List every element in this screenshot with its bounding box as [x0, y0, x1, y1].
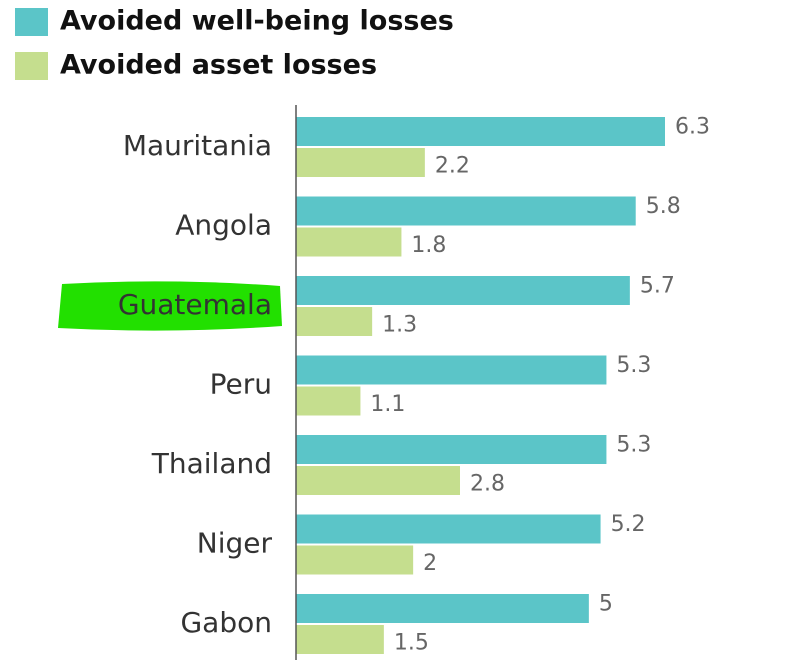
bar — [296, 307, 373, 336]
highlight — [58, 281, 282, 331]
bar — [296, 386, 361, 416]
value-label: 6.3 — [675, 115, 710, 140]
bar — [296, 117, 665, 146]
bar — [296, 227, 402, 257]
value-label: 5 — [599, 592, 613, 617]
value-label: 1.1 — [370, 392, 405, 417]
bar — [296, 594, 589, 623]
bar — [296, 466, 460, 495]
bar — [296, 514, 601, 544]
value-label: 5.3 — [616, 353, 651, 378]
value-label: 2.8 — [470, 472, 505, 497]
category-label: Peru — [210, 368, 272, 401]
bar — [296, 355, 607, 385]
category-label: Guatemala — [118, 288, 272, 321]
value-label: 5.7 — [640, 274, 675, 299]
value-label: 2.2 — [435, 154, 470, 179]
value-label: 5.2 — [611, 512, 646, 537]
value-label: 1.5 — [394, 631, 429, 656]
category-label: Angola — [175, 209, 272, 242]
bar — [296, 148, 425, 177]
legend-label: Avoided asset losses — [60, 50, 377, 81]
value-label: 1.3 — [382, 313, 417, 338]
category-label: Mauritania — [123, 129, 272, 162]
value-label: 5.8 — [646, 194, 681, 219]
bar — [296, 545, 414, 575]
legend-swatch — [15, 52, 48, 80]
bar — [296, 276, 630, 305]
value-label: 1.8 — [411, 233, 446, 258]
value-label: 2 — [423, 551, 437, 576]
bar — [296, 196, 636, 226]
category-label: Niger — [197, 527, 273, 560]
category-label: Gabon — [180, 606, 272, 639]
legend-label: Avoided well-being losses — [60, 6, 454, 37]
category-label: Thailand — [151, 447, 272, 480]
legend-swatch — [15, 8, 48, 36]
bar — [296, 435, 607, 464]
bar — [296, 625, 384, 654]
value-label: 5.3 — [616, 433, 651, 458]
